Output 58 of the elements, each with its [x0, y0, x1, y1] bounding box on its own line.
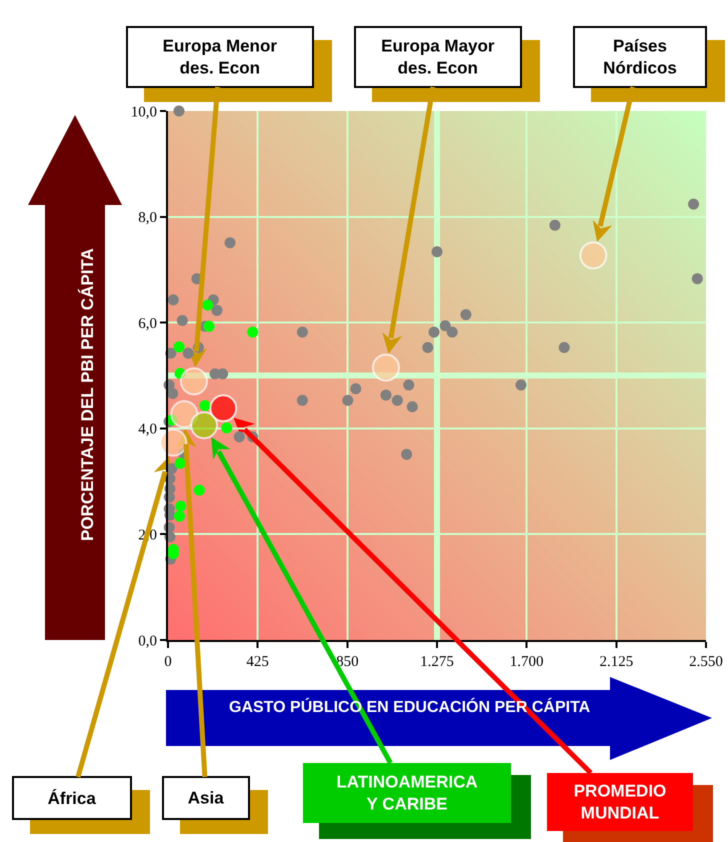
point: [406, 401, 418, 412]
point: [392, 394, 403, 406]
annotation: PROMEDIO MUNDIAL: [574, 781, 666, 823]
point: [380, 390, 392, 401]
annotation: Europa Menor des. Econ: [162, 36, 278, 78]
x-tick-label: 1.700: [510, 654, 544, 670]
point: [221, 422, 232, 434]
point: [403, 380, 414, 391]
y-tick-label: 6,0: [138, 316, 157, 332]
y-tick-label: 10,0: [130, 104, 157, 120]
annotation: África: [48, 788, 96, 808]
annotation: Países Nórdicos: [603, 36, 677, 78]
point: [446, 326, 458, 338]
point: [549, 220, 560, 231]
y-tick-label: 0,0: [138, 633, 157, 650]
point: [176, 314, 188, 326]
point: [182, 348, 194, 359]
y-tick-label: 8,0: [138, 210, 157, 226]
y-tick-label: 4,0: [138, 422, 157, 438]
annotation: Asia: [188, 788, 224, 808]
point: [296, 326, 308, 338]
point: [440, 320, 451, 332]
point: [168, 294, 179, 306]
point: [167, 388, 178, 399]
point: [688, 198, 700, 210]
y-axis-title: PORCENTAJE DEL PBI PER CÁPITA: [77, 248, 97, 541]
point: [224, 237, 236, 248]
x-tick-label: 425: [246, 654, 269, 670]
point: [350, 383, 362, 394]
point: [174, 510, 185, 522]
point: [428, 326, 440, 338]
point: [194, 484, 205, 496]
x-tick-label: 0: [164, 654, 172, 670]
point: [432, 246, 442, 258]
point: [173, 341, 184, 352]
point: [515, 380, 526, 391]
point: [401, 448, 412, 460]
point: [247, 326, 258, 338]
point: [692, 273, 703, 284]
point: [173, 106, 184, 116]
x-tick-label: 2.550: [689, 654, 723, 670]
point: [296, 394, 308, 406]
point: [234, 431, 245, 442]
point: [199, 400, 210, 412]
point: [175, 500, 186, 512]
point: [460, 309, 472, 320]
point: [202, 300, 214, 311]
point: [558, 342, 570, 353]
point: [422, 342, 434, 353]
point: [203, 320, 214, 332]
point: [174, 458, 186, 469]
point: [342, 394, 354, 406]
annotation: Europa Mayor des. Econ: [381, 36, 495, 78]
annotation: LATINOAMERICA Y CARIBE: [336, 772, 478, 814]
x-tick-label: 1.275: [420, 654, 454, 670]
point: [217, 368, 228, 380]
x-tick-label: 2.125: [599, 654, 634, 670]
point: [211, 304, 222, 316]
